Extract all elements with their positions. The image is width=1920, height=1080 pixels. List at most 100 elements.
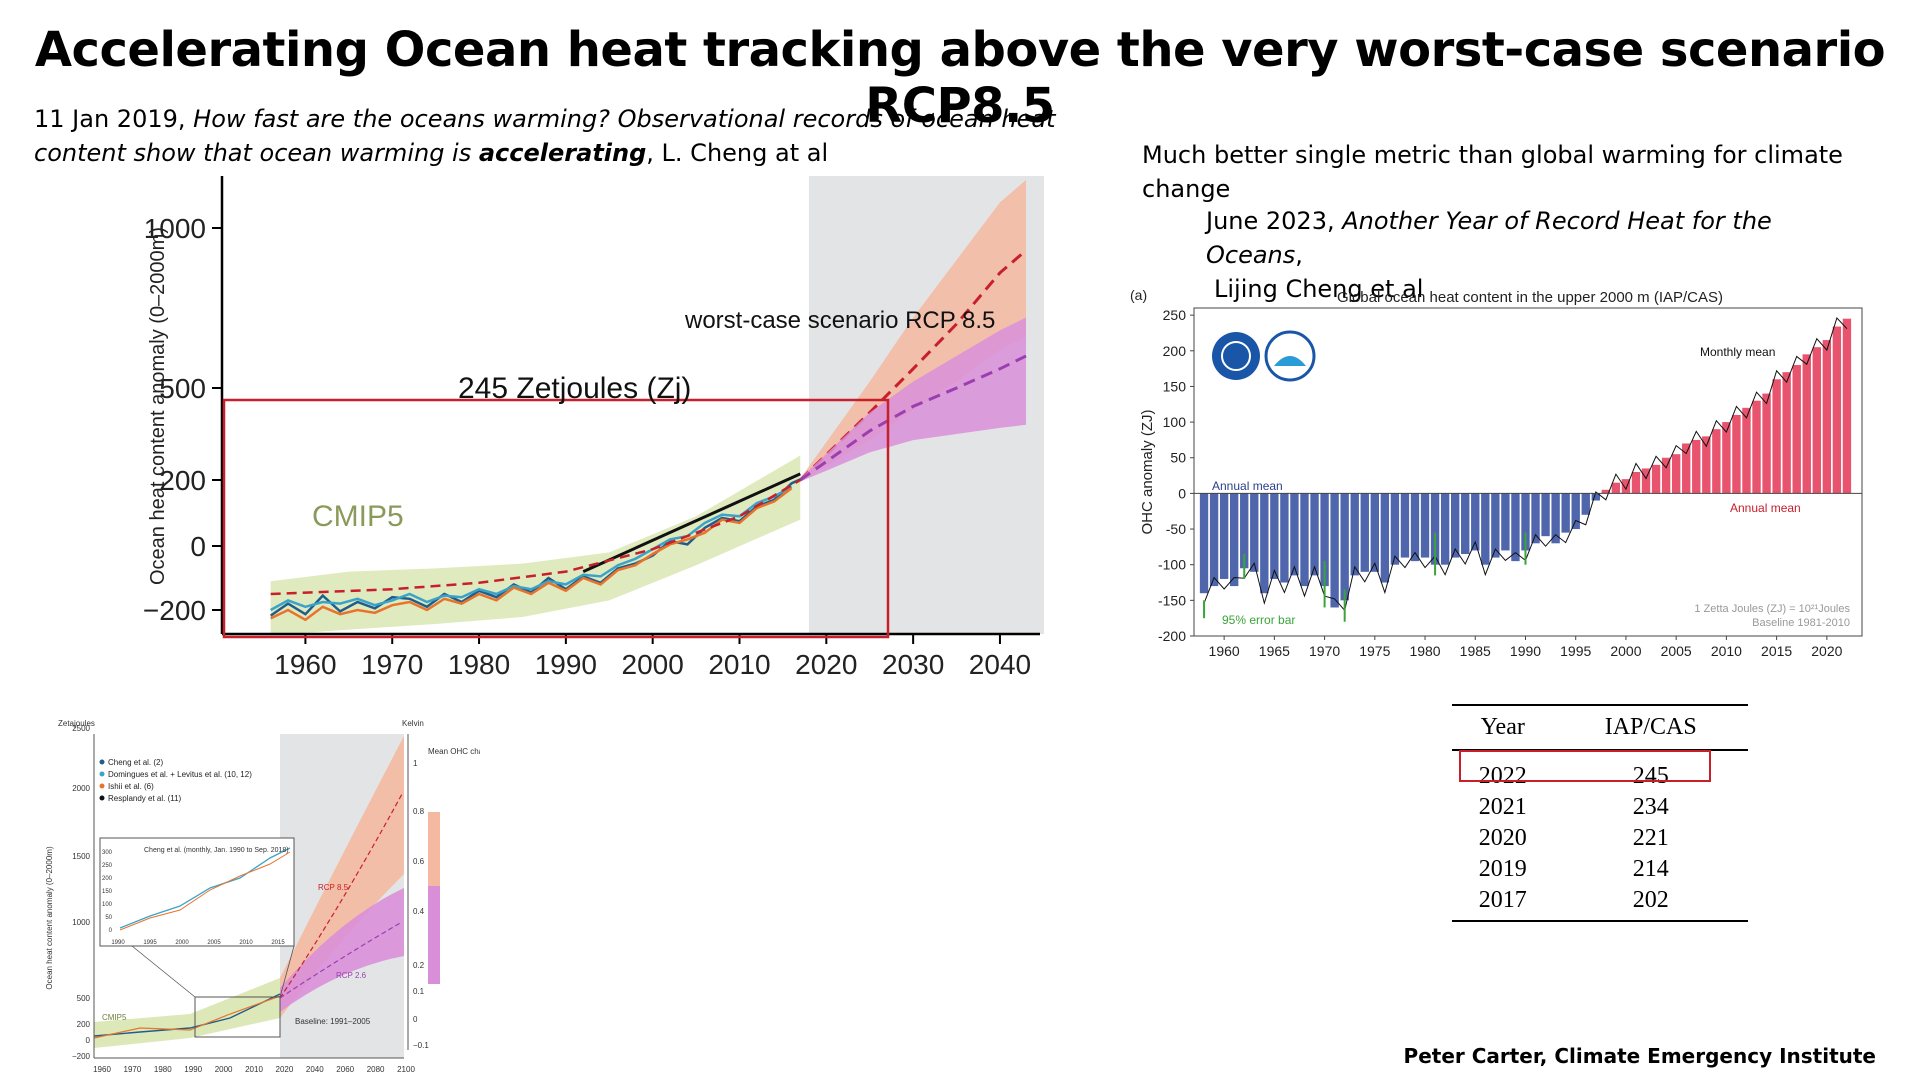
iap-bar xyxy=(1310,493,1319,576)
iap-bar xyxy=(1300,493,1309,587)
iap-annual-mean-pos-label: Annual mean xyxy=(1730,501,1801,515)
reference-comma: , xyxy=(1295,241,1303,269)
iap-y-tick-label: 200 xyxy=(1163,343,1187,359)
iap-y-tick-label: 100 xyxy=(1163,414,1187,430)
iap-bar xyxy=(1792,365,1801,494)
iap-bar xyxy=(1430,493,1440,565)
x-tick-label: 2040 xyxy=(969,649,1031,680)
sub-inset-y-tick-label: 250 xyxy=(102,863,113,869)
inset-y-tick-label: 1500 xyxy=(72,852,90,861)
iap-bar xyxy=(1752,400,1761,494)
annotation-box xyxy=(222,398,890,639)
iap-bar xyxy=(1762,393,1771,494)
iap-bar xyxy=(1531,493,1540,544)
inset-x-tick-label: 2000 xyxy=(215,1065,233,1074)
iap-x-tick-label: 1960 xyxy=(1209,643,1240,659)
iap-bar xyxy=(1621,479,1631,494)
iap-bar xyxy=(1461,493,1470,554)
iap-y-tick-label: -150 xyxy=(1158,592,1186,608)
sub-inset-legend: Cheng et al. (monthly, Jan. 1990 to Sep.… xyxy=(144,847,289,854)
zetajoules-label: 245 Zetjoules (Zj) xyxy=(458,372,691,405)
iap-bar xyxy=(1561,493,1570,533)
inset-rcp26-label: RCP 2.6 xyxy=(336,971,367,980)
metric-note: Much better single metric than global wa… xyxy=(1142,141,1843,203)
inset-x-tick-label: 1980 xyxy=(154,1065,172,1074)
iap-y-axis-title: OHC anomaly (ZJ) xyxy=(1139,409,1156,534)
x-tick-label: 1970 xyxy=(361,649,423,680)
iap-bar xyxy=(1320,493,1329,587)
iap-bar xyxy=(1722,422,1731,494)
reference-cheng-2019: 11 Jan 2019, How fast are the oceans war… xyxy=(34,102,1124,170)
iap-bar xyxy=(1601,489,1611,494)
inset-obs-series xyxy=(93,995,281,1039)
iap-bar xyxy=(1802,354,1811,494)
iap-y-tick-label: -50 xyxy=(1166,521,1186,537)
reference-author: Lijing Cheng et al xyxy=(1214,275,1424,303)
footer-credit: Peter Carter, Climate Emergency Institut… xyxy=(1403,1044,1876,1068)
inset-y-tick-label: 200 xyxy=(77,1020,91,1029)
inset-y-tick-label: 1000 xyxy=(72,918,90,927)
iap-y-tick-label: 0 xyxy=(1178,485,1186,501)
iap-error-bar-label: 95% error bar xyxy=(1222,613,1295,627)
sub-inset-y-tick-label: 50 xyxy=(105,915,112,921)
iap-x-tick-label: 1970 xyxy=(1309,643,1340,659)
inset-right-header: Mean OHC change 2081–2100 xyxy=(428,747,480,756)
sub-inset-y-tick-label: 150 xyxy=(102,889,113,895)
sub-inset-y-tick-label: 200 xyxy=(102,876,113,882)
table-header-iap: IAP/CAS xyxy=(1553,704,1748,751)
ishii-series xyxy=(270,487,793,622)
iap-bar xyxy=(1240,493,1249,569)
table-row: 2019 214 xyxy=(1452,854,1748,885)
iap-y-tick-label: -100 xyxy=(1158,557,1186,573)
inset-right-tick-label: 1 xyxy=(413,759,418,768)
y-tick-label: 0 xyxy=(190,531,206,562)
sub-inset-x-tick-label: 1990 xyxy=(111,940,125,946)
iap-x-tick-label: 2005 xyxy=(1661,643,1692,659)
iap-bar xyxy=(1209,493,1219,587)
iap-bar xyxy=(1290,493,1299,576)
y-axis-title: Ocean heat content anomaly (0–2000m) xyxy=(147,227,169,585)
iap-y-tick-label: -200 xyxy=(1158,628,1186,644)
iap-bar xyxy=(1651,464,1661,494)
inset-right-tick-label: 0.6 xyxy=(413,857,425,866)
iap-x-tick-label: 1975 xyxy=(1359,643,1390,659)
reference-date: June 2023, xyxy=(1206,207,1343,235)
inset-legend-label: Ishii et al. (6) xyxy=(108,782,154,791)
inset-legend-marker xyxy=(99,795,105,801)
inset-obs-series xyxy=(93,993,281,1037)
iap-bar xyxy=(1380,493,1390,583)
iap-bar xyxy=(1541,493,1550,537)
inset-rcp85-range-bar xyxy=(428,812,440,896)
ohc-table: Year IAP/CAS 2022 245 2021 234 2020 221 201… xyxy=(1452,704,1748,922)
inset-ohc-chart: −2000200500100015002000250010.80.60.40.2… xyxy=(45,719,480,1074)
iap-bar xyxy=(1692,439,1701,494)
iap-y-tick-label: 50 xyxy=(1170,450,1186,466)
inset-rcp26-band xyxy=(280,888,404,1012)
sub-inset-connector xyxy=(131,945,196,998)
iap-bar xyxy=(1702,436,1711,494)
y-tick-label: 1000 xyxy=(144,213,206,244)
iap-bar xyxy=(1832,326,1842,494)
inset-right-tick-label: 0.8 xyxy=(413,807,425,816)
inset-unit-left: Zetajoules xyxy=(58,719,95,728)
x-tick-label: 2020 xyxy=(795,649,857,680)
iap-y-tick-label: 150 xyxy=(1163,378,1187,394)
iap-ohc-chart: (a) Global ocean heat content in the uppe… xyxy=(1130,287,1863,659)
iap-x-tick-label: 1995 xyxy=(1560,643,1591,659)
reference-cheng-2023: June 2023, Another Year of Record Heat f… xyxy=(1206,204,1866,306)
cas-logo xyxy=(1212,332,1260,380)
sub-inset-series xyxy=(119,851,291,931)
table-row: 2020 221 xyxy=(1452,823,1748,854)
iap-bar xyxy=(1440,493,1450,565)
table-header-year: Year xyxy=(1452,704,1554,751)
inset-legend-label: Domingues et al. + Levitus et al. (10, 1… xyxy=(108,770,252,779)
sub-inset-x-tick-label: 2015 xyxy=(271,940,285,946)
iap-logo-mark xyxy=(1274,356,1306,366)
iap-bar xyxy=(1742,407,1751,494)
inset-x-tick-label: 1970 xyxy=(124,1065,142,1074)
y-tick-label: 500 xyxy=(159,373,206,404)
inset-x-tick-label: 2010 xyxy=(245,1065,263,1074)
table-cell-year: 2022 xyxy=(1478,763,1527,789)
iap-frame xyxy=(1193,307,1863,637)
iap-x-tick-label: 2015 xyxy=(1761,643,1792,659)
